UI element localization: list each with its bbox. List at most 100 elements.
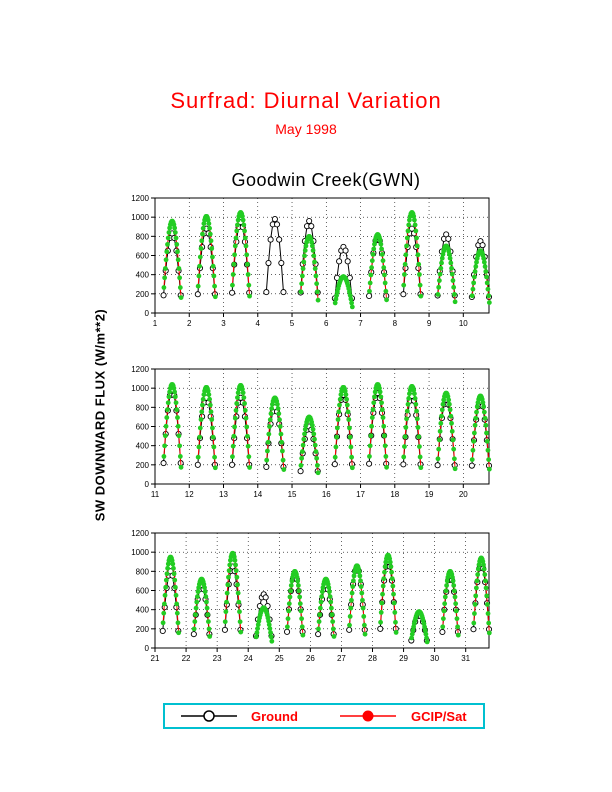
- sat-point: [349, 465, 355, 471]
- sat-point: [299, 455, 305, 461]
- sat-point: [471, 430, 477, 436]
- sat-point: [327, 594, 333, 599]
- ground-point: [229, 461, 236, 468]
- sat-point: [484, 593, 490, 599]
- sat-point: [174, 610, 180, 616]
- sat-point: [312, 266, 318, 272]
- sat-point: [367, 443, 373, 449]
- sat-point: [162, 266, 168, 271]
- sat-point: [281, 467, 287, 472]
- sat-point: [486, 620, 492, 626]
- sat-point: [455, 632, 461, 638]
- sat-point: [381, 423, 387, 429]
- sat-point: [314, 281, 320, 287]
- sat-point: [447, 407, 453, 413]
- sat-point: [312, 442, 318, 448]
- x-tick-label: 12: [185, 490, 194, 499]
- sat-point: [331, 634, 337, 639]
- sat-point: [371, 246, 377, 252]
- sat-point: [389, 569, 394, 575]
- sat-point: [319, 594, 325, 599]
- sat-point: [471, 280, 477, 286]
- sat-point: [197, 263, 203, 269]
- sat-point: [177, 454, 183, 459]
- sat-point: [453, 608, 459, 614]
- sat-point: [298, 289, 304, 295]
- sat-point: [482, 572, 488, 577]
- sat-point: [240, 213, 245, 219]
- sat-point: [204, 605, 210, 611]
- sat-point: [486, 457, 492, 462]
- sat-point: [225, 582, 231, 588]
- sat-point: [359, 590, 365, 596]
- sat-point: [177, 443, 183, 449]
- sat-point: [178, 295, 184, 300]
- sat-point: [172, 577, 178, 583]
- sat-point: [311, 253, 317, 259]
- sat-point: [451, 284, 457, 290]
- sat-point: [450, 437, 456, 443]
- sat-point: [275, 406, 281, 411]
- sat-point: [302, 426, 308, 432]
- sat-point: [311, 431, 317, 437]
- sat-point: [404, 235, 410, 241]
- y-tick-label: 400: [136, 271, 150, 280]
- sat-point: [314, 455, 320, 461]
- sat-point: [193, 605, 199, 611]
- sat-point: [172, 584, 178, 590]
- sat-point: [415, 252, 421, 258]
- sat-point: [175, 423, 181, 429]
- ground-point: [342, 247, 349, 254]
- sat-point: [318, 599, 324, 605]
- sat-point: [452, 299, 458, 305]
- sat-point: [244, 424, 250, 430]
- sat-point: [384, 297, 389, 303]
- x-tick-label: 15: [288, 490, 297, 499]
- sat-point: [349, 590, 355, 596]
- sat-point: [240, 390, 246, 396]
- sat-point: [317, 605, 323, 611]
- sat-point: [484, 280, 490, 286]
- sat-point: [450, 278, 456, 283]
- y-tick-label: 1000: [131, 213, 149, 222]
- sat-point: [233, 235, 239, 241]
- ground-point: [344, 258, 351, 265]
- sat-point: [173, 235, 179, 241]
- sat-point: [361, 622, 367, 628]
- sat-point: [412, 217, 417, 223]
- sat-point: [402, 272, 407, 277]
- sat-point: [242, 235, 248, 241]
- sat-point: [164, 415, 170, 420]
- sat-point: [309, 422, 315, 428]
- sat-point: [484, 602, 490, 607]
- sat-point: [378, 619, 383, 625]
- sat-point: [319, 589, 325, 595]
- sat-point: [383, 288, 389, 294]
- sat-point: [481, 259, 487, 265]
- sat-point: [165, 407, 170, 413]
- sat-point: [371, 400, 377, 406]
- y-tick-label: 0: [145, 644, 150, 653]
- sat-point: [435, 456, 441, 462]
- x-tick-label: 2: [187, 319, 192, 328]
- sat-point: [372, 389, 378, 395]
- x-tick-label: 20: [459, 490, 468, 499]
- sat-point: [328, 605, 334, 611]
- sat-point: [205, 388, 211, 394]
- ground-point: [283, 628, 291, 635]
- sat-point: [172, 230, 178, 235]
- sat-point: [164, 249, 170, 255]
- sat-point: [388, 564, 394, 570]
- sat-point: [481, 562, 486, 568]
- sat-point: [413, 401, 419, 407]
- sat-point: [161, 285, 167, 290]
- sat-point: [356, 569, 362, 575]
- sat-point: [368, 272, 374, 278]
- sat-point: [344, 402, 350, 408]
- sat-point: [299, 273, 305, 279]
- sat-point: [209, 246, 215, 251]
- sat-point: [175, 620, 181, 626]
- sat-point: [278, 431, 284, 437]
- sat-point: [436, 437, 442, 443]
- sat-point: [232, 557, 238, 563]
